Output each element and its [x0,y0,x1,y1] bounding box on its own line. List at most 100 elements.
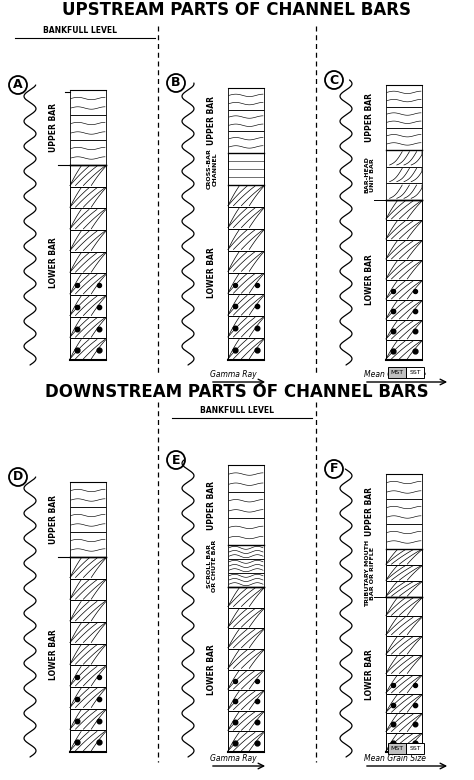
Bar [406,367,424,378]
Bar [228,338,264,360]
Text: BANKFULL LEVEL: BANKFULL LEVEL [43,26,117,35]
Text: C: C [329,73,338,87]
Bar [386,220,422,240]
Bar [386,549,422,565]
Bar [70,317,106,339]
Bar [406,743,424,754]
Bar [228,573,264,587]
Bar [228,229,264,250]
Text: E: E [172,453,180,466]
Bar [388,367,406,378]
Text: LOWER BAR: LOWER BAR [49,237,58,288]
Bar [228,185,264,207]
Bar [70,532,106,557]
Bar [70,709,106,730]
Bar [386,499,422,524]
Bar [228,294,264,316]
Bar [228,587,264,608]
Text: BAR-HEAD
UNIT BAR: BAR-HEAD UNIT BAR [365,157,375,193]
Bar [228,491,264,519]
Bar [228,628,264,649]
Bar [386,183,422,200]
Text: Gamma Ray: Gamma Ray [210,754,256,763]
Bar [386,694,422,713]
Bar [70,507,106,532]
Bar [228,272,264,294]
Bar [228,131,264,153]
Bar [70,252,106,273]
Bar [386,280,422,300]
Bar [70,687,106,709]
Bar [228,690,264,711]
Bar [386,129,422,150]
Bar [70,165,106,186]
Bar [228,153,264,185]
Text: LOWER BAR: LOWER BAR [49,629,58,680]
Bar [70,579,106,601]
Bar [386,167,422,183]
Bar [386,675,422,694]
Text: DOWNSTREAM PARTS OF CHANNEL BARS: DOWNSTREAM PARTS OF CHANNEL BARS [45,383,429,401]
Bar [70,230,106,252]
Text: SCROLL BAR
OR CHUTE BAR: SCROLL BAR OR CHUTE BAR [207,540,218,592]
Bar [386,260,422,280]
Bar [386,616,422,636]
Bar [386,581,422,597]
Bar [70,339,106,360]
Text: Mean Grain Size: Mean Grain Size [364,754,426,763]
Bar [70,140,106,165]
Bar [228,250,264,272]
Bar [228,465,264,491]
Bar [386,713,422,732]
Text: UPPER BAR: UPPER BAR [365,487,374,536]
Text: TRIBUTARY MOUTH
BAR OR RIFFLE: TRIBUTARY MOUTH BAR OR RIFFLE [365,540,375,607]
Bar [228,519,264,545]
Bar [386,150,422,167]
Bar [228,88,264,110]
Bar [228,732,264,752]
Bar [70,295,106,317]
Bar [70,208,106,230]
Bar [228,608,264,628]
Bar [70,482,106,507]
Text: MST: MST [391,370,403,375]
Bar [386,655,422,675]
Bar [70,644,106,665]
Text: LOWER BAR: LOWER BAR [208,247,217,298]
Bar [70,730,106,752]
Text: SST: SST [409,370,421,375]
Bar [388,743,406,754]
Bar [386,565,422,581]
Bar [70,557,106,579]
Bar [386,320,422,340]
Text: F: F [330,463,338,476]
Text: LOWER BAR: LOWER BAR [365,649,374,700]
Bar [386,240,422,260]
Text: Gamma Ray: Gamma Ray [210,370,256,379]
Bar [228,669,264,690]
Text: LOWER BAR: LOWER BAR [365,254,374,306]
Bar [70,622,106,644]
Bar [386,107,422,129]
Text: B: B [171,76,181,90]
Text: UPPER BAR: UPPER BAR [49,495,58,544]
Bar [70,601,106,622]
Bar [228,316,264,338]
Text: UPPER BAR: UPPER BAR [365,93,374,142]
Bar [386,200,422,220]
Text: CROSS-BAR
CHANNEL: CROSS-BAR CHANNEL [207,148,218,190]
Text: UPPER BAR: UPPER BAR [208,480,217,530]
Bar [386,340,422,360]
Text: A: A [13,79,23,91]
Bar [386,597,422,616]
Text: BANKFULL LEVEL: BANKFULL LEVEL [200,406,274,415]
Bar [70,115,106,140]
Bar [228,559,264,573]
Bar [386,524,422,549]
Bar [228,207,264,229]
Bar [228,711,264,732]
Bar [228,545,264,559]
Text: LOWER BAR: LOWER BAR [208,644,217,695]
Text: UPSTREAM PARTS OF CHANNEL BARS: UPSTREAM PARTS OF CHANNEL BARS [63,1,411,19]
Bar [386,85,422,107]
